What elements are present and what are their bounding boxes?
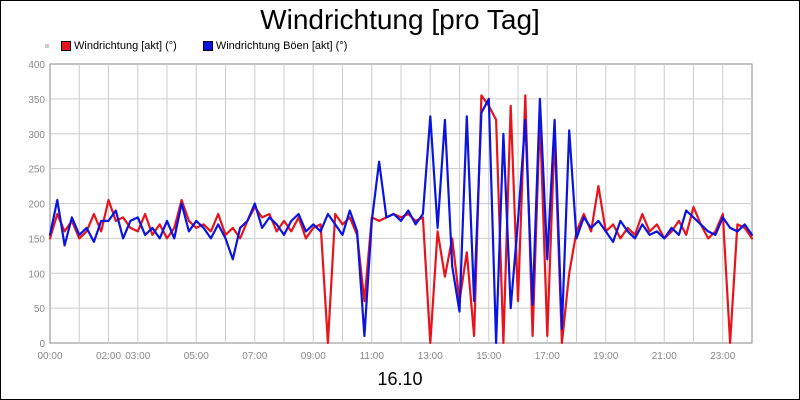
x-tick-label: 00:00	[37, 351, 62, 362]
y-tick-label: 300	[28, 130, 45, 141]
legend-swatch-blue	[202, 41, 213, 51]
x-tick-label: 07:00	[242, 351, 267, 362]
legend-item-wind-direction[interactable]: Windrichtung [akt] (°)	[61, 40, 177, 52]
grid	[50, 64, 752, 343]
y-tick-label: 200	[28, 200, 45, 211]
x-tick-label: 21:00	[652, 351, 677, 362]
series-line-wind-direction	[48, 94, 754, 345]
y-tick-label: 0	[39, 339, 45, 350]
series-line-gust-direction	[48, 97, 754, 345]
chart-title: Windrichtung [pro Tag]	[260, 4, 540, 35]
y-tick-label: 400	[28, 60, 45, 71]
x-tick-label: 15:00	[476, 351, 501, 362]
series	[48, 94, 754, 345]
legend-item-gust-direction[interactable]: Windrichtung Böen [akt] (°)	[202, 40, 348, 52]
axes: 0 50 100 150 200 250 300 350 400 00:00 02:00 03:00 0…	[28, 60, 735, 362]
x-tick-label: 19:00	[593, 351, 618, 362]
legend-label-wind-direction: Windrichtung [akt] (°)	[74, 40, 177, 52]
legend-label-gust-direction: Windrichtung Böen [akt] (°)	[215, 40, 348, 52]
legend-swatch-red	[61, 41, 71, 51]
y-tick-label: 250	[28, 165, 45, 176]
x-tick-label: 17:00	[535, 351, 560, 362]
legend-toggle-icon[interactable]	[45, 44, 49, 48]
x-tick-label: 23:00	[710, 351, 735, 362]
x-tick-label: 13:00	[418, 351, 443, 362]
x-tick-label: 09:00	[301, 351, 326, 362]
x-tick-label: 05:00	[184, 351, 209, 362]
x-tick-label: 11:00	[360, 351, 385, 362]
y-tick-label: 100	[28, 269, 45, 280]
y-tick-label: 150	[28, 234, 45, 245]
date-label: 16.10	[377, 369, 423, 389]
legend: Windrichtung [akt] (°) Windrichtung Böen…	[45, 39, 373, 53]
y-tick-label: 50	[34, 304, 46, 315]
x-tick-label: 02:00	[96, 351, 121, 362]
x-tick-label: 03:00	[125, 351, 150, 362]
y-tick-label: 350	[28, 95, 45, 106]
